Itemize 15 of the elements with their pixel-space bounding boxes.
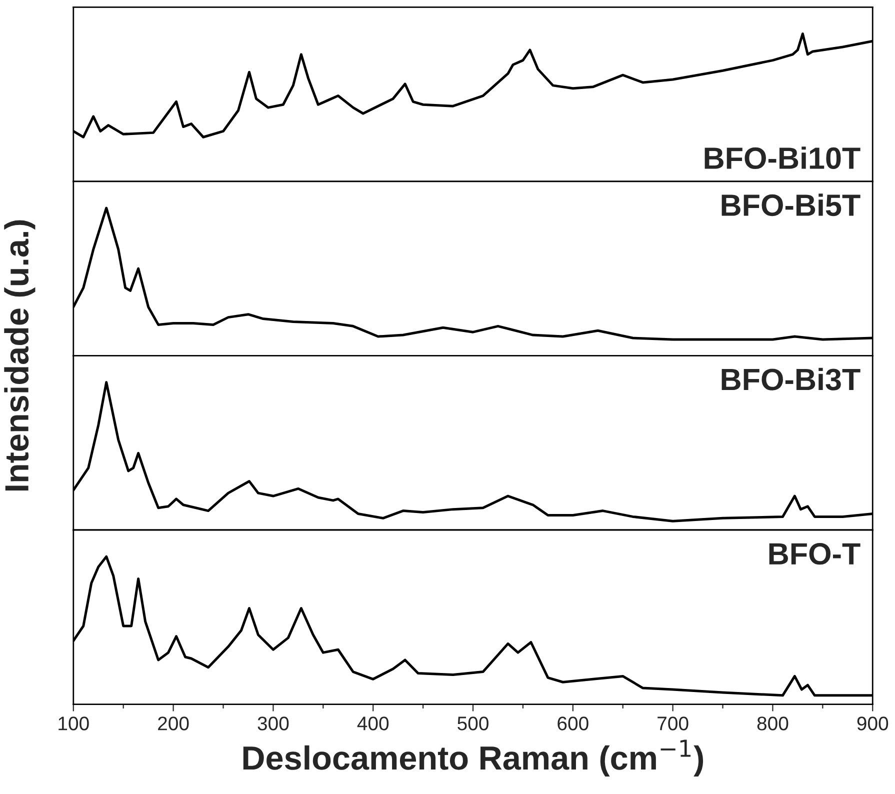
- x-axis-title: Deslocamento Raman (cm$^{−1}$): [243, 740, 704, 776]
- x-tick-label: 200: [158, 716, 189, 730]
- text: BFO-Bi3T: [722, 368, 860, 390]
- x-tick-label: 100: [58, 716, 89, 730]
- text: BFO-Bi10T: [704, 146, 860, 170]
- x-tick-label: 400: [357, 716, 389, 730]
- text: BFO-T: [769, 543, 860, 565]
- text: BFO-Bi5T: [722, 194, 860, 216]
- x-tick-label: 800: [757, 716, 788, 730]
- x-tick-label: 600: [558, 716, 588, 730]
- x-tick-label: 300: [258, 716, 289, 730]
- x-tick-label: 700: [658, 716, 688, 730]
- y-axis-title: Intensidade (u.a.): [4, 220, 36, 491]
- x-tick-label: 900: [857, 716, 888, 730]
- x-tick-label: 500: [458, 716, 488, 730]
